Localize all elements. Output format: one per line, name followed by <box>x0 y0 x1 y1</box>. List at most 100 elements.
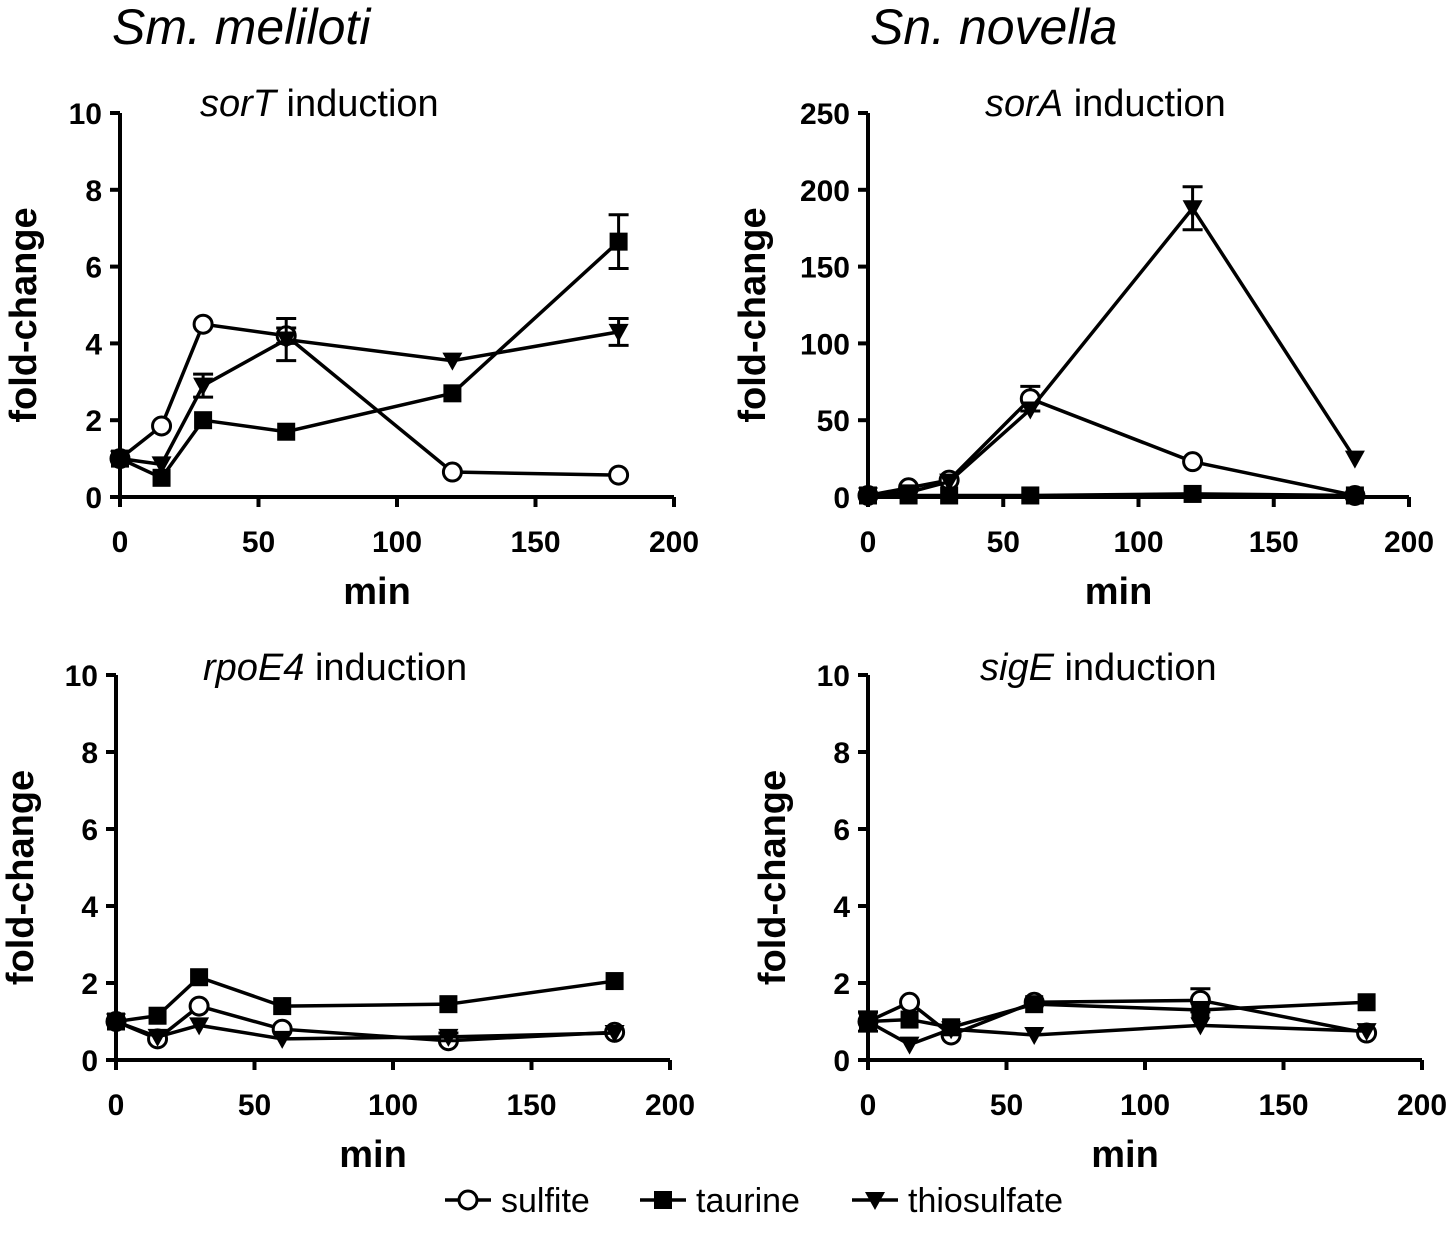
point-thiosulfate <box>193 377 214 396</box>
panel-title-suffix: induction <box>276 83 439 125</box>
legend-marker-sulfite <box>457 1189 479 1211</box>
x-tick-label: 150 <box>1249 526 1299 559</box>
legend-label: taurine <box>696 1182 800 1220</box>
point-taurine <box>940 486 959 505</box>
y-tick-label: 4 <box>81 891 98 924</box>
y-tick-label: 8 <box>85 175 102 208</box>
point-taurine <box>1025 995 1044 1014</box>
point-thiosulfate <box>1020 401 1041 420</box>
legend-marker-thiosulfate <box>865 1192 885 1210</box>
x-tick-label: 200 <box>1384 526 1434 559</box>
legend-label: sulfite <box>501 1182 590 1220</box>
point-taurine <box>443 384 462 403</box>
y-tick-label: 10 <box>817 660 850 693</box>
chart-rpoe4-induction: 0 50 100 150 200 0 2 4 6 8 10 min fold-change rpoE4 i… <box>0 647 695 1176</box>
point-sulfite <box>1182 451 1204 473</box>
x-tick-label: 100 <box>368 1089 418 1122</box>
series-taurine <box>859 484 1364 505</box>
y-tick-label: 0 <box>85 482 102 515</box>
point-thiosulfate <box>442 352 463 371</box>
panel-title-gene: sorA <box>985 83 1063 125</box>
point-thiosulfate <box>608 323 629 342</box>
x-axis-label: min <box>1085 571 1153 613</box>
point-thiosulfate <box>1182 200 1203 219</box>
point-thiosulfate <box>1344 450 1365 469</box>
point-thiosulfate <box>151 456 172 475</box>
y-tick-label: 2 <box>81 968 98 1001</box>
y-tick-label: 6 <box>833 814 850 847</box>
point-thiosulfate <box>604 1025 625 1044</box>
x-tick-label: 100 <box>1120 1089 1170 1122</box>
point-thiosulfate <box>276 331 297 350</box>
y-tick-label: 200 <box>800 175 850 208</box>
x-tick-label: 50 <box>242 526 275 559</box>
x-tick-label: 200 <box>645 1089 695 1122</box>
y-tick-label: 0 <box>833 482 850 515</box>
series-line-thiosulfate <box>867 205 1357 498</box>
y-axis-label: fold-change <box>752 770 794 985</box>
point-taurine <box>148 1006 167 1025</box>
point-sulfite <box>441 461 463 483</box>
point-taurine <box>1021 486 1040 505</box>
x-axis-label: min <box>1091 1134 1159 1176</box>
x-axis-label: min <box>343 571 411 613</box>
point-thiosulfate <box>939 473 960 492</box>
series-thiosulfate <box>110 316 629 475</box>
y-tick-label: 8 <box>833 737 850 770</box>
y-tick-label: 100 <box>800 328 850 361</box>
series-line-taurine <box>119 240 620 480</box>
point-taurine <box>277 422 296 441</box>
x-tick-label: 150 <box>1258 1089 1308 1122</box>
series-taurine <box>107 968 624 1031</box>
x-tick-label: 150 <box>510 526 560 559</box>
point-thiosulfate <box>941 1021 962 1040</box>
point-thiosulfate <box>858 487 878 506</box>
point-thiosulfate <box>147 1028 168 1047</box>
column-title-sm-meliloti: Sm. melilot​i <box>112 0 371 55</box>
point-sulfite <box>899 991 921 1013</box>
x-tick-label: 50 <box>987 526 1020 559</box>
point-thiosulfate <box>438 1028 459 1047</box>
x-tick-label: 200 <box>649 526 699 559</box>
point-sulfite <box>188 995 210 1017</box>
panel-title-suffix: induction <box>304 647 467 689</box>
panel-title-gene: sorT <box>200 83 279 125</box>
y-tick-label: 8 <box>81 737 98 770</box>
x-tick-label: 0 <box>860 526 877 559</box>
x-tick-label: 100 <box>1113 526 1163 559</box>
point-thiosulfate <box>1190 1017 1211 1036</box>
legend-item-taurine: taurine <box>640 1182 800 1220</box>
series-thiosulfate <box>106 1013 625 1049</box>
y-tick-label: 10 <box>69 98 102 131</box>
legend: sulfite taurine thiosulfate <box>445 1182 1063 1220</box>
column-title-sn-novella: Sn. novella <box>870 0 1118 55</box>
panel-title: sorT induction <box>200 83 439 125</box>
panel-title-gene: rpoE4 <box>203 647 304 689</box>
panel-title: sorA induction <box>985 83 1226 125</box>
y-axis-label: fold-change <box>0 770 42 985</box>
point-taurine <box>194 411 213 430</box>
y-tick-label: 150 <box>800 252 850 285</box>
point-thiosulfate <box>272 1030 293 1049</box>
point-taurine <box>1183 484 1202 503</box>
point-taurine <box>190 968 209 987</box>
x-tick-label: 0 <box>112 526 129 559</box>
y-tick-label: 6 <box>85 252 102 285</box>
legend-item-thiosulfate: thiosulfate <box>852 1182 1063 1220</box>
point-thiosulfate <box>189 1017 210 1036</box>
x-tick-label: 150 <box>506 1089 556 1122</box>
y-tick-label: 0 <box>81 1045 98 1078</box>
point-sulfite <box>151 415 173 437</box>
x-tick-label: 0 <box>860 1089 877 1122</box>
y-tick-label: 4 <box>833 891 850 924</box>
point-taurine <box>1345 486 1364 505</box>
point-taurine <box>609 232 628 251</box>
point-thiosulfate <box>106 1013 126 1032</box>
series-thiosulfate <box>858 185 1365 506</box>
panel-title: rpoE4 induction <box>203 647 467 689</box>
point-taurine <box>900 1010 919 1029</box>
legend-marker-taurine <box>654 1191 672 1209</box>
y-tick-label: 250 <box>800 98 850 131</box>
point-thiosulfate <box>899 1036 920 1055</box>
